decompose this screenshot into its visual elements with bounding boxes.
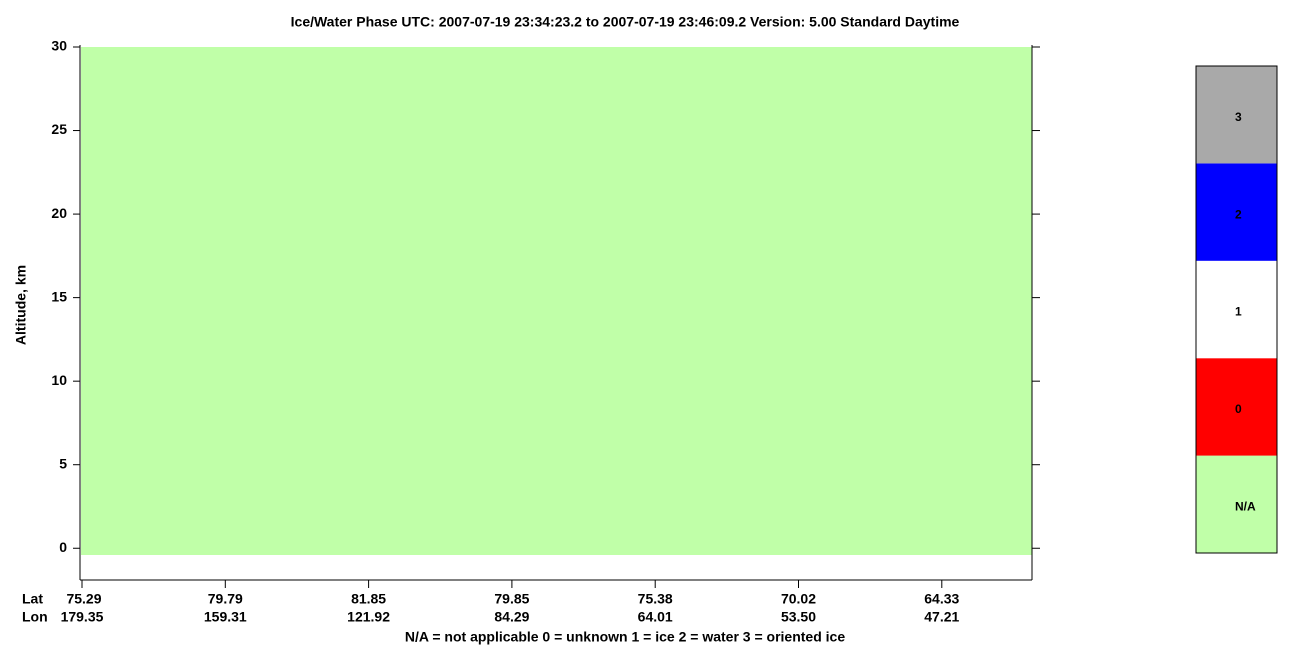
- y-tick-label: 15: [51, 288, 67, 304]
- y-tick-label: 25: [51, 121, 67, 137]
- y-tick-label: 30: [51, 38, 67, 54]
- y-tick-label: 0: [59, 539, 67, 555]
- colorbar-swatch: [1196, 260, 1277, 359]
- colorbar-swatch: [1196, 455, 1277, 553]
- y-tick-label: 10: [51, 372, 67, 388]
- x-tick-lat: 79.85: [494, 591, 529, 607]
- x-tick-lon: 121.92: [347, 609, 390, 625]
- colorbar-frame: [1195, 65, 1278, 554]
- colorbar-swatch: [1196, 66, 1277, 164]
- colorbar-swatch: [1196, 358, 1277, 456]
- x-tick-lat: 70.02: [781, 591, 816, 607]
- x-tick-lat: 79.79: [208, 591, 243, 607]
- x-tick-lat: 64.33: [924, 591, 959, 607]
- y-tick-label: 20: [51, 205, 67, 221]
- x-tick-lon: 64.01: [638, 609, 673, 625]
- x-tick-lon: 179.35: [61, 609, 104, 625]
- x-tick-lat: 75.29: [66, 591, 101, 607]
- lon-row-label: Lon: [22, 609, 48, 625]
- x-tick-lon: 159.31: [204, 609, 247, 625]
- colorbar-label: 0: [1235, 402, 1242, 416]
- chart-title: Ice/Water Phase UTC: 2007-07-19 23:34:23…: [291, 14, 960, 30]
- colorbar-label: 2: [1235, 207, 1242, 221]
- lat-row-label: Lat: [22, 591, 43, 607]
- colorbar-label: N/A: [1235, 499, 1256, 513]
- x-tick-lon: 84.29: [494, 609, 529, 625]
- y-axis-label: Altitude, km: [13, 265, 29, 345]
- colorbar-swatch: [1196, 163, 1277, 261]
- field: [81, 47, 1032, 555]
- colorbar-label: 1: [1235, 305, 1242, 319]
- footnote: N/A = not applicable 0 = unknown 1 = ice…: [405, 629, 845, 645]
- colorbar-label: 3: [1235, 110, 1242, 124]
- y-tick-label: 5: [59, 455, 67, 471]
- x-tick-lon: 53.50: [781, 609, 816, 625]
- x-tick-lat: 81.85: [351, 591, 386, 607]
- x-tick-lon: 47.21: [924, 609, 959, 625]
- x-tick-lat: 75.38: [638, 591, 673, 607]
